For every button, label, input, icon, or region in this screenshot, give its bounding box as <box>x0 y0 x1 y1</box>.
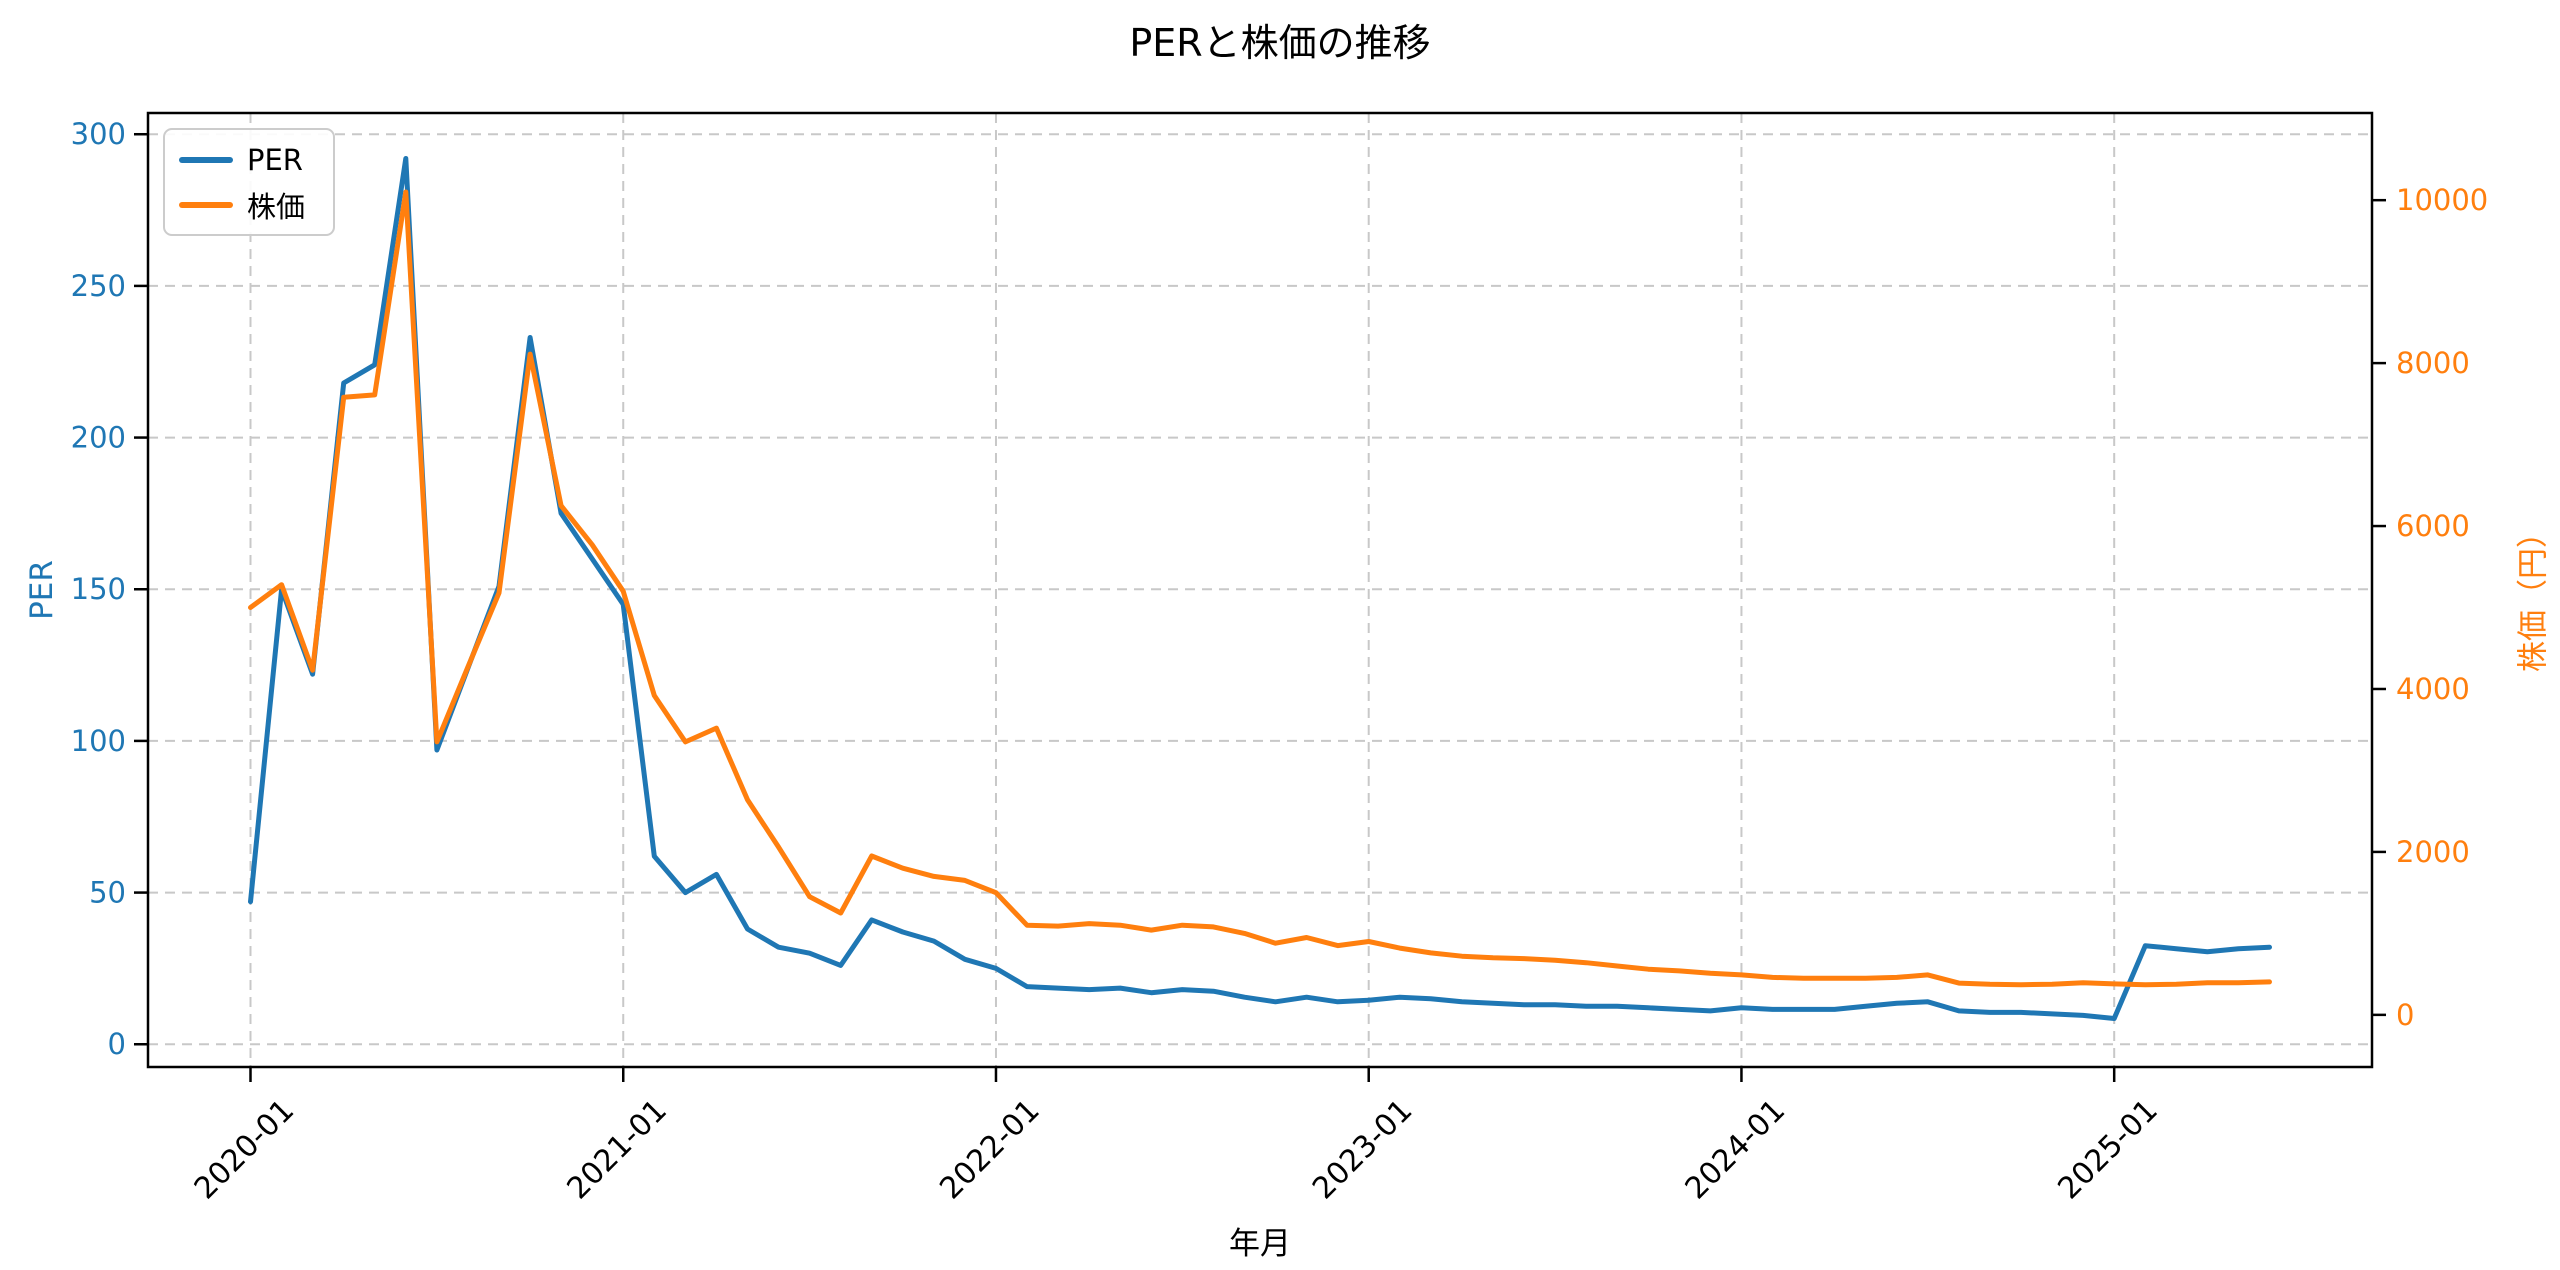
right-tick-label: 8000 <box>2396 346 2470 380</box>
kabuka-line <box>248 189 2272 988</box>
left-tick-label: 0 <box>108 1027 126 1061</box>
right-axis-title: 株価（円） <box>2515 517 2552 672</box>
left-tick-label: 150 <box>71 572 126 606</box>
right-tick-label: 6000 <box>2396 509 2470 543</box>
right-tick-label: 10000 <box>2396 183 2488 217</box>
legend: PER 株価 <box>163 128 335 236</box>
left-axis-title: PER <box>24 560 60 620</box>
x-tick-label: 2024-01 <box>1679 1093 1792 1206</box>
legend-label-kabuka: 株価 <box>247 189 306 224</box>
left-tick-label: 300 <box>71 117 126 151</box>
left-tick-label: 50 <box>89 876 126 910</box>
legend-label-per: PER <box>247 142 303 177</box>
page-title: PERと株価の推移 <box>1129 21 1431 65</box>
x-tick-label: 2025-01 <box>2051 1093 2164 1206</box>
x-tick-label: 2023-01 <box>1306 1093 1419 1206</box>
legend-item-kabuka: 株価 <box>179 182 319 227</box>
left-tick-label: 100 <box>71 724 126 758</box>
kabuka-line-swatch <box>179 201 233 208</box>
per-line-swatch <box>179 156 233 163</box>
x-tick-label: 2021-01 <box>561 1093 674 1206</box>
per-line <box>248 156 2272 1021</box>
legend-item-per: PER <box>179 137 319 182</box>
right-tick-label: 4000 <box>2396 672 2470 706</box>
left-tick-label: 200 <box>71 421 126 455</box>
left-tick-label: 250 <box>71 269 126 303</box>
x-tick-label: 2020-01 <box>188 1093 301 1206</box>
x-tick-label: 2022-01 <box>933 1093 1046 1206</box>
x-axis-title: 年月 <box>1229 1226 1291 1262</box>
right-tick-label: 2000 <box>2396 835 2470 869</box>
right-tick-label: 0 <box>2396 998 2414 1032</box>
